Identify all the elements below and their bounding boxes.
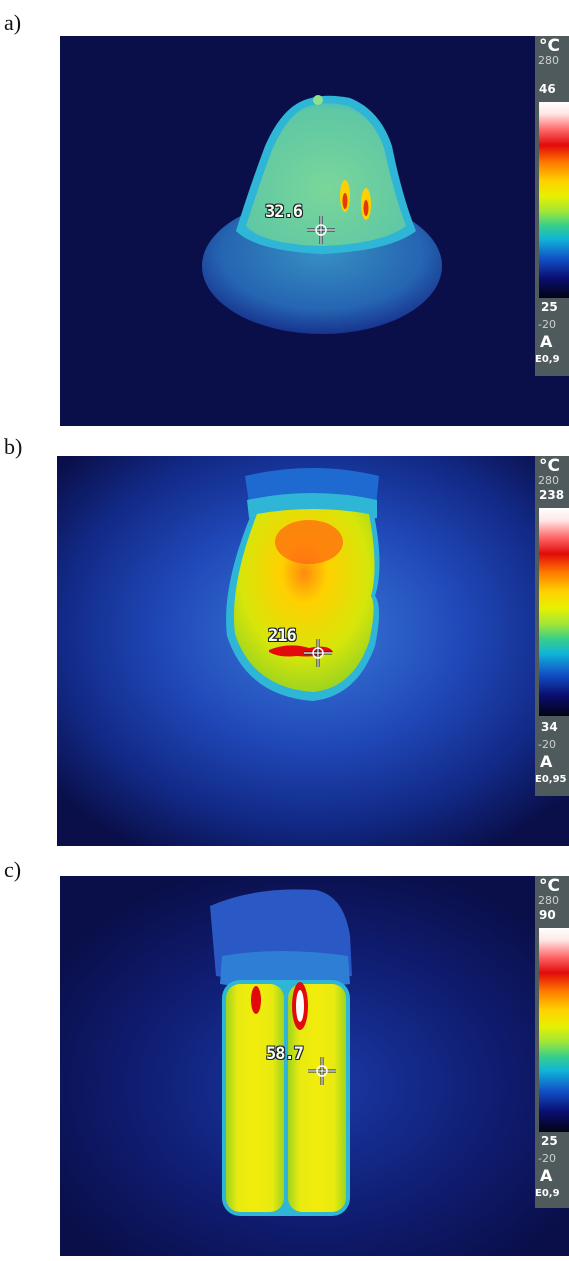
temperature-scale-c: °C 280 90 25 -20 A E0,9 <box>535 876 569 1208</box>
spot-temperature-b: 216 <box>268 626 297 646</box>
scale-max: 238 <box>539 488 565 502</box>
range-top: 280 <box>538 474 559 487</box>
panel-label-a: a) <box>4 10 22 35</box>
scale-min: 25 <box>541 1134 558 1148</box>
mode-label: A <box>540 752 553 771</box>
crosshair-icon <box>307 216 335 244</box>
scale-max: 46 <box>539 82 556 96</box>
temperature-scale-a: °C 280 46 25 -20 A E0,9 <box>535 36 569 376</box>
mode-label: A <box>540 332 553 351</box>
range-top: 280 <box>538 54 559 67</box>
thermal-scene-a <box>60 36 569 426</box>
spot-temperature-c: 58.7 <box>266 1044 304 1064</box>
crosshair-icon <box>308 1057 336 1085</box>
thermal-image-a: 32.6 °C 280 46 25 -20 A E0,9 <box>60 36 569 426</box>
panel-label-b: b) <box>4 434 23 459</box>
emissivity-label: E0,9 <box>535 354 560 365</box>
emissivity-label: E0,9 <box>535 1188 560 1199</box>
range-bottom: -20 <box>538 1152 556 1165</box>
scale-min: 25 <box>541 300 558 314</box>
emissivity-label: E0,95 <box>535 774 567 785</box>
crosshair-icon <box>304 639 332 667</box>
unit-label: °C <box>539 456 560 476</box>
thermal-image-b: 216 °C 280 238 34 -20 A E0,95 <box>57 456 569 846</box>
color-gradient <box>539 102 569 298</box>
thermal-scene-c <box>60 876 569 1256</box>
range-bottom: -20 <box>538 318 556 331</box>
panel-label-c: c) <box>4 857 22 882</box>
range-top: 280 <box>538 894 559 907</box>
temperature-scale-b: °C 280 238 34 -20 A E0,95 <box>535 456 569 796</box>
scale-max: 90 <box>539 908 556 922</box>
color-gradient <box>539 928 569 1132</box>
color-gradient <box>539 508 569 716</box>
mode-label: A <box>540 1166 553 1185</box>
scale-min: 34 <box>541 720 558 734</box>
unit-label: °C <box>539 876 560 896</box>
unit-label: °C <box>539 36 560 56</box>
range-bottom: -20 <box>538 738 556 751</box>
thermal-image-c: 58.7 °C 280 90 25 -20 A E0,9 <box>60 876 569 1256</box>
spot-temperature-a: 32.6 <box>265 202 303 222</box>
